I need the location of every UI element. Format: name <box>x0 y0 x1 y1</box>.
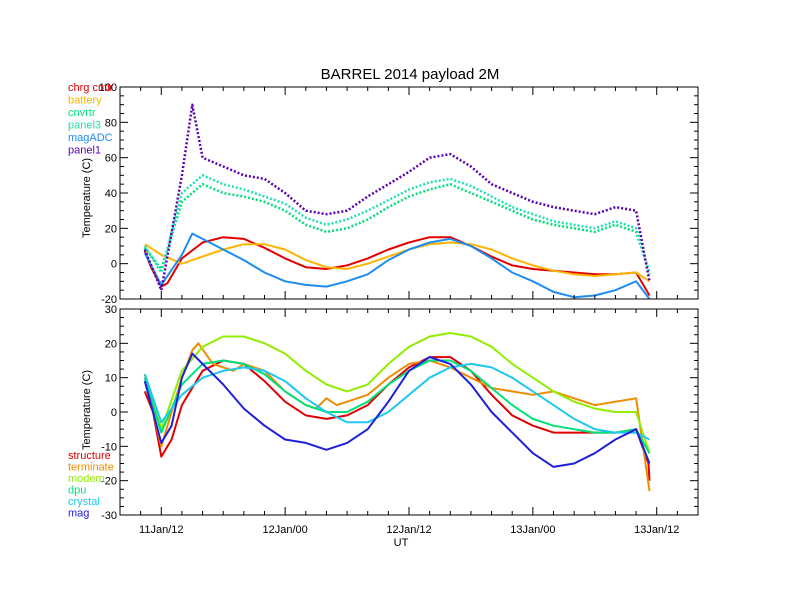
series-line-cnvrtr <box>143 182 651 273</box>
legend-item-magadc: magADC <box>68 132 113 144</box>
x-tick-label: 13Jan/12 <box>634 524 679 536</box>
top-panel: -20 0 20 40 60 80 100 Temperature (C) chrg cnt… <box>68 82 699 306</box>
top-panel-ticks: -20 0 20 40 60 80 100 <box>99 82 699 306</box>
x-tick-label: 11Jan/12 <box>139 524 183 536</box>
y-tick-label: 20 <box>105 338 117 350</box>
chart-title: BARREL 2014 payload 2M <box>321 66 500 83</box>
series-line-panel1 <box>143 103 651 292</box>
y-tick-label: 80 <box>105 117 117 129</box>
x-tick-label: 12Jan/00 <box>263 524 308 536</box>
y-tick-label: 10 <box>105 373 117 385</box>
series-line-mag <box>143 352 651 468</box>
x-tick-label: 13Jan/00 <box>510 524 555 536</box>
legend-item-crystal: crystal <box>68 496 100 508</box>
y-tick-label: 0 <box>111 259 117 271</box>
bottom-panel-ticks: -30 -20 -10 0 10 20 30 <box>101 304 699 522</box>
legend-item-dpu: dpu <box>68 485 86 497</box>
series-line-modem <box>143 332 651 454</box>
y-tick-label: 60 <box>105 153 117 165</box>
x-tick-labels: 11Jan/12 12Jan/00 12Jan/12 13Jan/00 13Jan/12 <box>139 524 679 536</box>
x-tick-label: 12Jan/12 <box>386 524 431 536</box>
series-line-battery <box>144 241 651 283</box>
series-line-magadc <box>143 232 651 299</box>
series-line-crystal <box>143 362 650 441</box>
bottom-panel: -30 -20 -10 0 10 20 30 Temperature (C) structu… <box>68 304 699 522</box>
y-tick-label: 40 <box>105 188 117 200</box>
legend-item-chrg-cntlr: chrg cntlr <box>68 82 114 94</box>
y-tick-label: -20 <box>101 294 117 306</box>
legend-item-terminate: terminate <box>68 462 114 474</box>
bottom-panel-series <box>143 332 651 492</box>
top-panel-series <box>143 103 651 299</box>
top-panel-legend: chrg cntlrbatterycnvrtrpanel3magADCpanel… <box>68 82 114 157</box>
x-axis-label: UT <box>394 537 409 549</box>
y-tick-label: 30 <box>105 304 117 316</box>
legend-item-modem: modem <box>68 473 105 485</box>
series-line-panel3 <box>143 174 651 275</box>
legend-item-structure: structure <box>68 450 111 462</box>
y-tick-label: -30 <box>101 510 117 522</box>
legend-item-battery: battery <box>68 95 102 107</box>
y-tick-label: -20 <box>101 476 117 488</box>
y-tick-label: 100 <box>99 82 117 94</box>
series-line-dpu <box>143 359 651 454</box>
legend-item-cnvrtr: cnvrtr <box>68 107 96 119</box>
legend-item-panel3: panel3 <box>68 120 101 132</box>
legend-item-mag: mag <box>68 508 89 520</box>
y-tick-label: -10 <box>101 441 117 453</box>
bottom-panel-y-axis-label: Temperature (C) <box>81 370 93 450</box>
y-tick-label: 0 <box>111 407 117 419</box>
legend-item-panel1: panel1 <box>68 145 101 157</box>
top-panel-y-axis-label: Temperature (C) <box>81 158 93 238</box>
y-tick-label: 20 <box>105 223 117 235</box>
